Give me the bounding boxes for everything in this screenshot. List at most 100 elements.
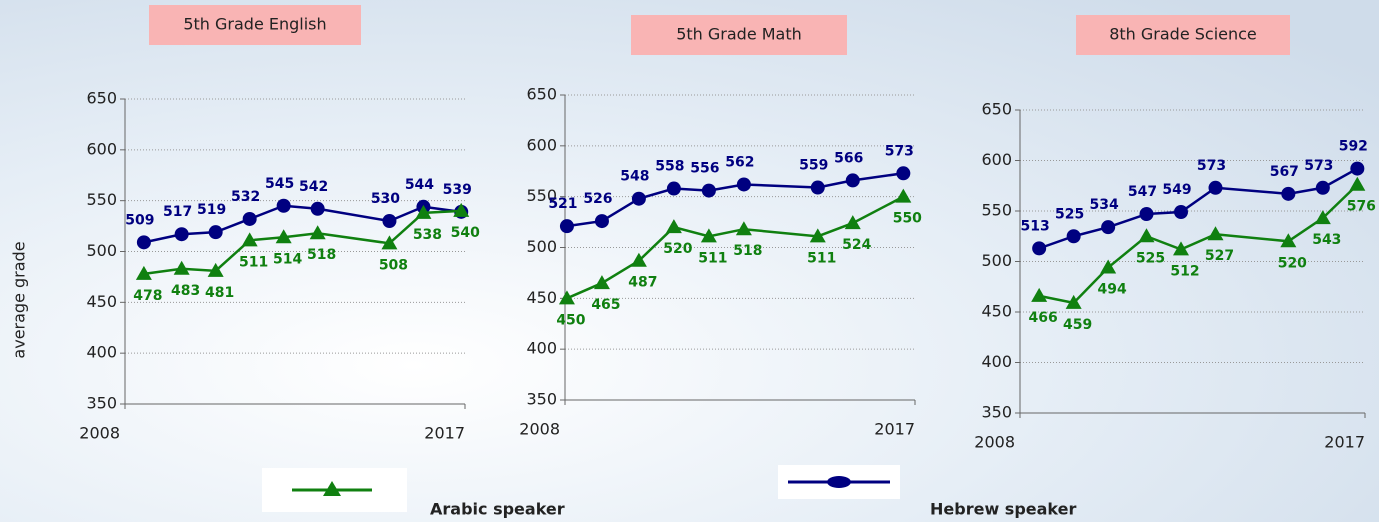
y-tick-label: 350 — [86, 394, 117, 413]
data-label: 518 — [733, 243, 762, 259]
data-label: 525 — [1136, 250, 1165, 266]
x-tick-label: 2008 — [519, 420, 560, 439]
marker — [1101, 220, 1116, 235]
data-label: 513 — [1021, 218, 1050, 234]
marker — [136, 235, 151, 250]
marker — [309, 225, 326, 240]
data-label: 576 — [1347, 199, 1376, 215]
data-label: 567 — [1270, 164, 1299, 180]
data-label: 483 — [171, 283, 200, 299]
marker — [736, 177, 751, 192]
data-label: 521 — [548, 196, 577, 212]
data-label: 534 — [1090, 197, 1119, 213]
data-label: 539 — [443, 182, 472, 198]
data-label: 466 — [1029, 310, 1058, 326]
y-axis-label: average grade — [10, 241, 29, 358]
marker — [1100, 259, 1117, 274]
x-tick-label: 2008 — [974, 433, 1015, 452]
data-label: 520 — [663, 241, 692, 257]
data-label: 545 — [265, 176, 294, 192]
legend-label: Hebrew speaker — [930, 500, 1076, 519]
marker — [809, 228, 826, 243]
data-label: 542 — [299, 179, 328, 195]
marker — [415, 204, 432, 219]
data-label: 511 — [239, 254, 268, 270]
data-label: 573 — [1197, 158, 1226, 174]
marker — [1281, 186, 1296, 201]
y-tick-label: 500 — [981, 251, 1012, 270]
data-label: 562 — [725, 154, 754, 170]
marker — [810, 180, 825, 195]
data-label: 478 — [133, 288, 162, 304]
marker — [559, 219, 574, 234]
marker — [1350, 161, 1365, 176]
marker — [241, 232, 258, 247]
title-box — [149, 5, 361, 45]
chart-title: 5th Grade Math — [676, 25, 802, 44]
marker — [701, 183, 716, 198]
data-label: 532 — [231, 189, 260, 205]
data-label: 520 — [1278, 255, 1307, 271]
y-tick-label: 350 — [981, 403, 1012, 422]
marker — [174, 227, 189, 242]
y-tick-label: 450 — [526, 288, 557, 307]
marker — [1173, 241, 1189, 256]
marker — [631, 191, 646, 206]
marker — [381, 235, 398, 250]
legend-label: Arabic speaker — [430, 500, 565, 519]
marker — [1207, 226, 1224, 241]
marker — [895, 188, 912, 203]
y-tick-label: 550 — [981, 201, 1012, 220]
data-label: 547 — [1128, 184, 1157, 200]
marker — [207, 262, 224, 277]
marker — [275, 229, 292, 244]
y-tick-label: 550 — [86, 190, 117, 209]
x-tick-label: 2017 — [1324, 433, 1365, 452]
data-label: 524 — [842, 237, 871, 253]
y-tick-label: 650 — [526, 85, 557, 104]
data-label: 573 — [1304, 158, 1333, 174]
y-tick-label: 500 — [526, 237, 557, 256]
data-label: 481 — [205, 285, 234, 301]
marker — [1066, 229, 1081, 244]
data-label: 465 — [591, 297, 620, 313]
data-label: 512 — [1170, 263, 1199, 279]
y-tick-label: 600 — [526, 135, 557, 154]
marker — [558, 290, 575, 305]
data-label: 525 — [1055, 206, 1084, 222]
y-tick-label: 400 — [981, 352, 1012, 371]
marker — [666, 181, 681, 196]
x-tick-label: 2017 — [424, 424, 465, 443]
data-label: 527 — [1205, 248, 1234, 264]
marker — [844, 215, 861, 230]
data-label: 517 — [163, 204, 192, 220]
marker — [453, 202, 470, 217]
data-label: 550 — [893, 211, 922, 227]
marker — [310, 201, 325, 216]
marker — [135, 265, 152, 280]
marker — [1208, 180, 1223, 195]
data-label: 558 — [655, 159, 684, 175]
y-tick-label: 450 — [981, 302, 1012, 321]
marker — [700, 228, 717, 243]
legend-marker — [323, 481, 341, 496]
data-label: 518 — [307, 247, 336, 263]
data-label: 530 — [371, 191, 400, 207]
marker — [1280, 233, 1297, 248]
data-label: 543 — [1312, 232, 1341, 248]
y-tick-label: 600 — [981, 150, 1012, 169]
marker — [1031, 287, 1048, 302]
data-label: 509 — [125, 212, 154, 228]
data-label: 450 — [556, 312, 585, 328]
marker — [630, 252, 647, 267]
y-tick-label: 400 — [86, 343, 117, 362]
marker — [735, 221, 752, 236]
marker — [594, 214, 609, 229]
data-label: 487 — [628, 275, 657, 291]
data-label: 540 — [451, 225, 480, 241]
marker — [1139, 207, 1154, 222]
marker — [665, 219, 682, 234]
chart-title: 5th Grade English — [183, 15, 326, 34]
marker — [1314, 210, 1331, 225]
